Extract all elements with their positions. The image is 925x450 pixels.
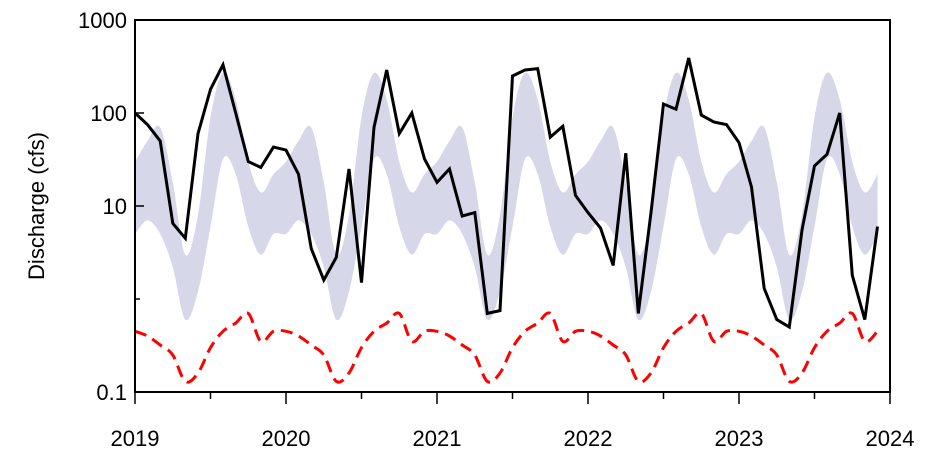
y-tick-label: 1000 bbox=[78, 8, 127, 33]
dashed-series-layer bbox=[134, 311, 879, 384]
dashed-series-line bbox=[134, 311, 879, 384]
y-tick-label: 10 bbox=[103, 194, 127, 219]
x-tick-label: 2023 bbox=[715, 426, 764, 450]
x-tick-label: 2019 bbox=[111, 426, 160, 450]
y-axis-label: Discharge (cfs) bbox=[24, 132, 49, 280]
x-tick-label: 2021 bbox=[413, 426, 462, 450]
x-tick-label: 2020 bbox=[262, 426, 311, 450]
y-tick-label: 0.1 bbox=[96, 380, 127, 405]
observed-series-line bbox=[133, 57, 879, 330]
x-tick-label: 2022 bbox=[564, 426, 613, 450]
observed-series-layer bbox=[133, 57, 879, 330]
y-tick-label: 100 bbox=[90, 101, 127, 126]
axis-ticks: 0.1 10 100 1000 2019 2020 2021 2022 2023 2024 bbox=[78, 8, 914, 450]
x-tick-label: 2024 bbox=[866, 426, 915, 450]
